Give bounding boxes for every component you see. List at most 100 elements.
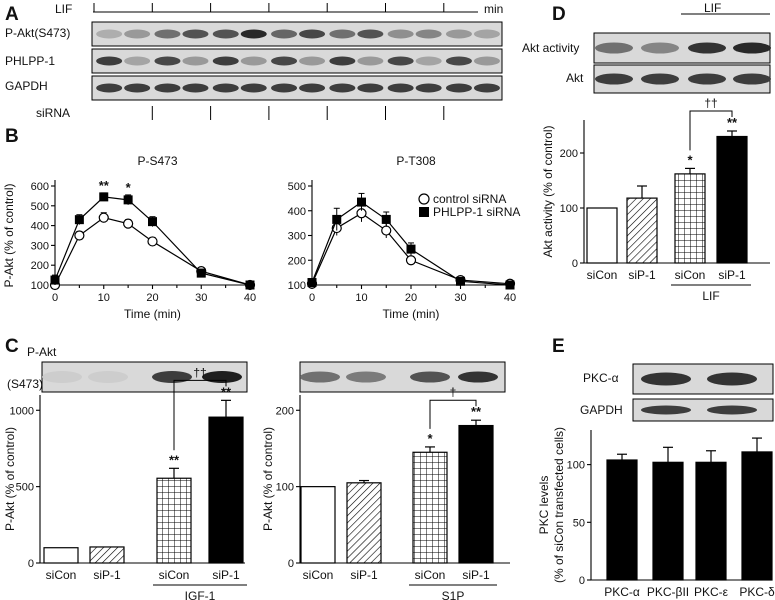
band-phlpp	[271, 56, 298, 66]
band-activity	[688, 42, 726, 54]
panel-label-a: A	[5, 4, 19, 25]
legend-marker-control	[418, 193, 430, 205]
blot-bands	[641, 372, 757, 415]
category-label: PKC-ε	[694, 585, 729, 599]
data-point-phlpp	[50, 275, 60, 285]
y-axis-label: Akt activity (% of control)	[541, 125, 555, 257]
category-label: PKC-δ	[739, 585, 775, 599]
time-dividers	[93, 3, 445, 12]
group-label: S1P	[442, 589, 465, 600]
chart-title: P-T308	[396, 154, 436, 168]
row-label-activity: Akt activity	[522, 41, 579, 55]
x-tick-label: 40	[244, 292, 256, 304]
band-phlpp	[299, 56, 326, 66]
time-unit: min	[484, 2, 503, 16]
row-label-pakt: P-Akt(S473)	[5, 26, 70, 40]
data-point-control	[381, 225, 392, 236]
y-tick-label: 400	[288, 206, 306, 218]
comparison-bracket	[689, 110, 733, 151]
chart-title: P-S473	[137, 154, 177, 168]
band-akt	[688, 73, 726, 85]
y-tick-label: 600	[31, 181, 49, 193]
significance-marker: **	[221, 384, 232, 399]
panel-label-b: B	[5, 126, 19, 147]
row-label-pkc: PKC-α	[583, 371, 619, 385]
band-activity	[595, 42, 633, 54]
band-pkc	[707, 372, 757, 386]
group-label: LIF	[702, 289, 719, 303]
band-akt	[641, 73, 679, 85]
data-point-phlpp	[357, 197, 366, 207]
significance-marker: *	[687, 152, 693, 167]
comparison-bracket	[429, 399, 477, 429]
chart-akt-activity: 0 100 200 siCon siP-1 * siCon ** siP-1 †† LIF Akt a…	[541, 96, 770, 303]
band-phlpp	[240, 56, 267, 66]
band-gapdh	[445, 83, 472, 93]
band-gapdh	[212, 83, 239, 93]
bar	[741, 451, 773, 581]
band-phlpp	[387, 56, 414, 66]
data-point-phlpp	[406, 244, 416, 254]
lane-labels	[151, 106, 445, 120]
band-s1p	[300, 371, 340, 383]
blot-gapdh	[632, 398, 774, 422]
band-igf	[88, 371, 128, 383]
significance-marker: **	[471, 404, 482, 419]
x-tick-label: 20	[405, 292, 417, 304]
sirna-label: siRNA	[36, 106, 70, 120]
x-tick-label: 0	[52, 292, 58, 304]
category-label: siCon	[587, 268, 618, 282]
data-point-phlpp	[307, 278, 317, 288]
y-tick-label: 200	[288, 255, 306, 267]
category-label: siP-1	[350, 568, 378, 582]
category-label: siP-1	[212, 568, 240, 582]
lif-label: LIF	[704, 1, 721, 15]
band-igf	[202, 371, 242, 383]
band-gapdh	[641, 405, 691, 415]
lif-label: LIF	[55, 2, 72, 16]
bar	[412, 451, 448, 564]
category-label: siP-1	[628, 268, 656, 282]
bar	[458, 424, 494, 564]
bar	[652, 461, 684, 581]
y-tick-label: 300	[288, 231, 306, 243]
chart-p-t308: P-T308 100 200 300 400 500 0 10 20 30 40 Time (min)	[288, 154, 516, 321]
significance-marker: **	[99, 178, 110, 193]
group-label: IGF-1	[185, 589, 216, 600]
band-gapdh	[299, 83, 326, 93]
band-gapdh	[415, 83, 442, 93]
y-axis-label: P-Akt (% of control)	[2, 183, 16, 287]
significance-marker: *	[126, 180, 132, 195]
band-pakt	[124, 29, 151, 39]
y-axis-label: P-Akt (% of control)	[3, 427, 17, 531]
category-label: siCon	[159, 568, 190, 582]
blot-bands	[42, 371, 498, 383]
bar	[89, 546, 125, 564]
y-tick-label: 0	[572, 258, 578, 270]
band-phlpp	[96, 56, 123, 66]
bar	[346, 482, 382, 564]
band-s1p	[346, 371, 386, 383]
data-point-phlpp	[381, 214, 391, 224]
legend-label-control: control siRNA	[433, 192, 506, 206]
band-gapdh	[707, 405, 757, 415]
band-pakt	[240, 29, 267, 39]
data-point-control	[405, 255, 417, 266]
bar	[208, 416, 244, 564]
band-phlpp	[212, 56, 239, 66]
y-tick-label: 500	[16, 482, 34, 494]
band-gapdh	[473, 83, 500, 93]
band-s1p	[410, 371, 450, 383]
band-igf	[152, 371, 192, 383]
category-label: PKC-βII	[647, 585, 689, 599]
row-label-gapdh: GAPDH	[580, 403, 623, 417]
y-tick-label: 500	[31, 201, 49, 213]
chart-igf: 0 500 1000 siCon siP-1 ** siCon ** siP-1 †† IGF-1 P…	[3, 365, 247, 600]
blot-label-line2: (S473)	[7, 377, 43, 391]
bracket-label: ††	[193, 365, 206, 379]
panel-a: A LIF min P-Akt(S473) PHLPP-1 GAPDH siRN…	[5, 2, 503, 120]
legend-label-phlpp: PHLPP-1 siRNA	[433, 205, 520, 219]
y-tick-label: 1000	[10, 405, 34, 417]
